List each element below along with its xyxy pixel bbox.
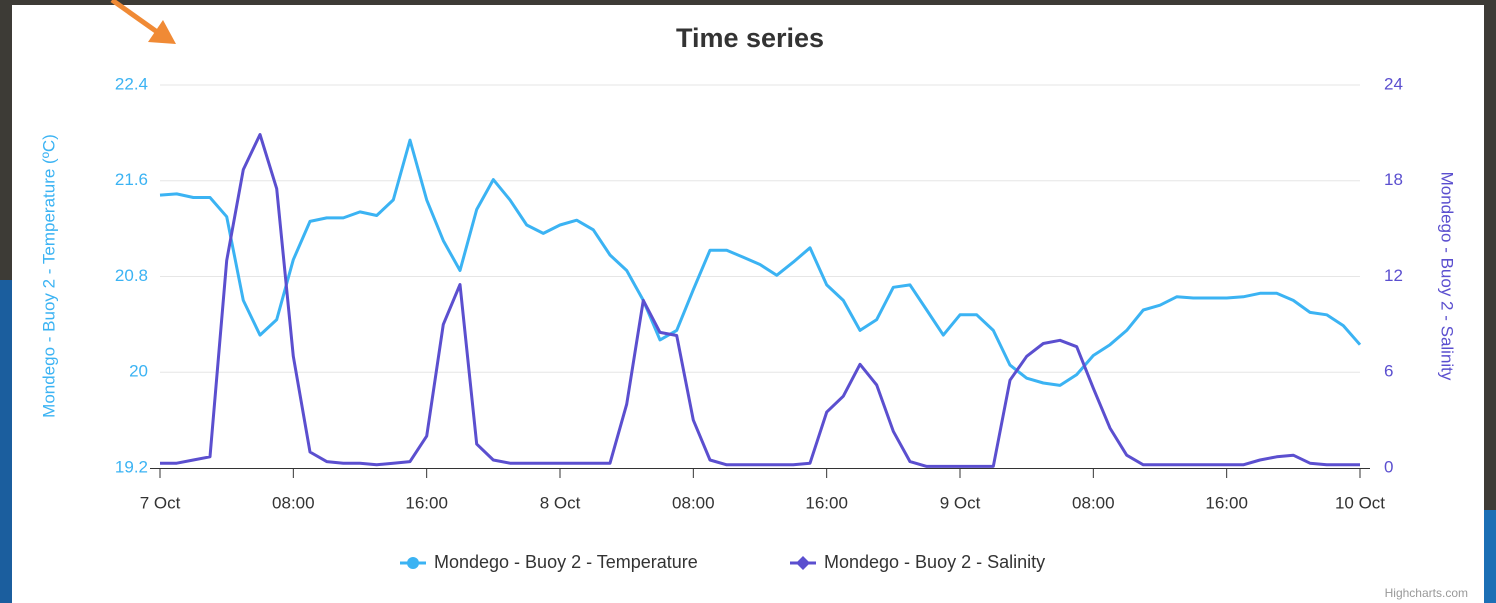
x-tick-label: 8 Oct	[540, 493, 581, 512]
chart-title: Time series	[676, 23, 824, 53]
x-tick-label: 9 Oct	[940, 493, 981, 512]
y-tick-label: 19.2	[115, 457, 148, 476]
x-tick-label: 16:00	[405, 493, 448, 512]
x-tick-label: 10 Oct	[1335, 493, 1385, 512]
background-blue	[0, 280, 14, 603]
y2-tick-label: 24	[1384, 74, 1403, 93]
x-tick-label: 08:00	[1072, 493, 1115, 512]
y-tick-label: 21.6	[115, 170, 148, 189]
x-tick-label: 16:00	[805, 493, 848, 512]
credits: Highcharts.com	[1385, 586, 1468, 600]
y2-tick-label: 12	[1384, 266, 1403, 285]
y-tick-label: 20.8	[115, 266, 148, 285]
legend-marker[interactable]	[407, 557, 419, 569]
legend-label[interactable]: Mondego - Buoy 2 - Temperature	[434, 552, 698, 572]
y2-tick-label: 6	[1384, 362, 1393, 381]
x-tick-label: 08:00	[272, 493, 315, 512]
legend-label[interactable]: Mondego - Buoy 2 - Salinity	[824, 552, 1045, 572]
arrow	[110, 0, 162, 37]
chart-panel	[12, 5, 1484, 603]
background-blue	[1484, 510, 1496, 603]
y2-tick-label: 18	[1384, 170, 1403, 189]
arrow-head	[148, 20, 176, 44]
x-tick-label: 16:00	[1205, 493, 1248, 512]
y-tick-label: 22.4	[115, 74, 148, 93]
y2-tick-label: 0	[1384, 457, 1393, 476]
series-line	[159, 138, 1362, 387]
y-axis-title: Mondego - Buoy 2 - Temperature (ºC)	[39, 134, 58, 418]
y-tick-label: 20	[129, 362, 148, 381]
series-line	[160, 133, 1360, 468]
x-tick-label: 7 Oct	[140, 493, 181, 512]
legend-marker[interactable]	[796, 556, 810, 570]
y2-axis-title: Mondego - Buoy 2 - Salinity	[1438, 172, 1457, 381]
x-tick-label: 08:00	[672, 493, 715, 512]
